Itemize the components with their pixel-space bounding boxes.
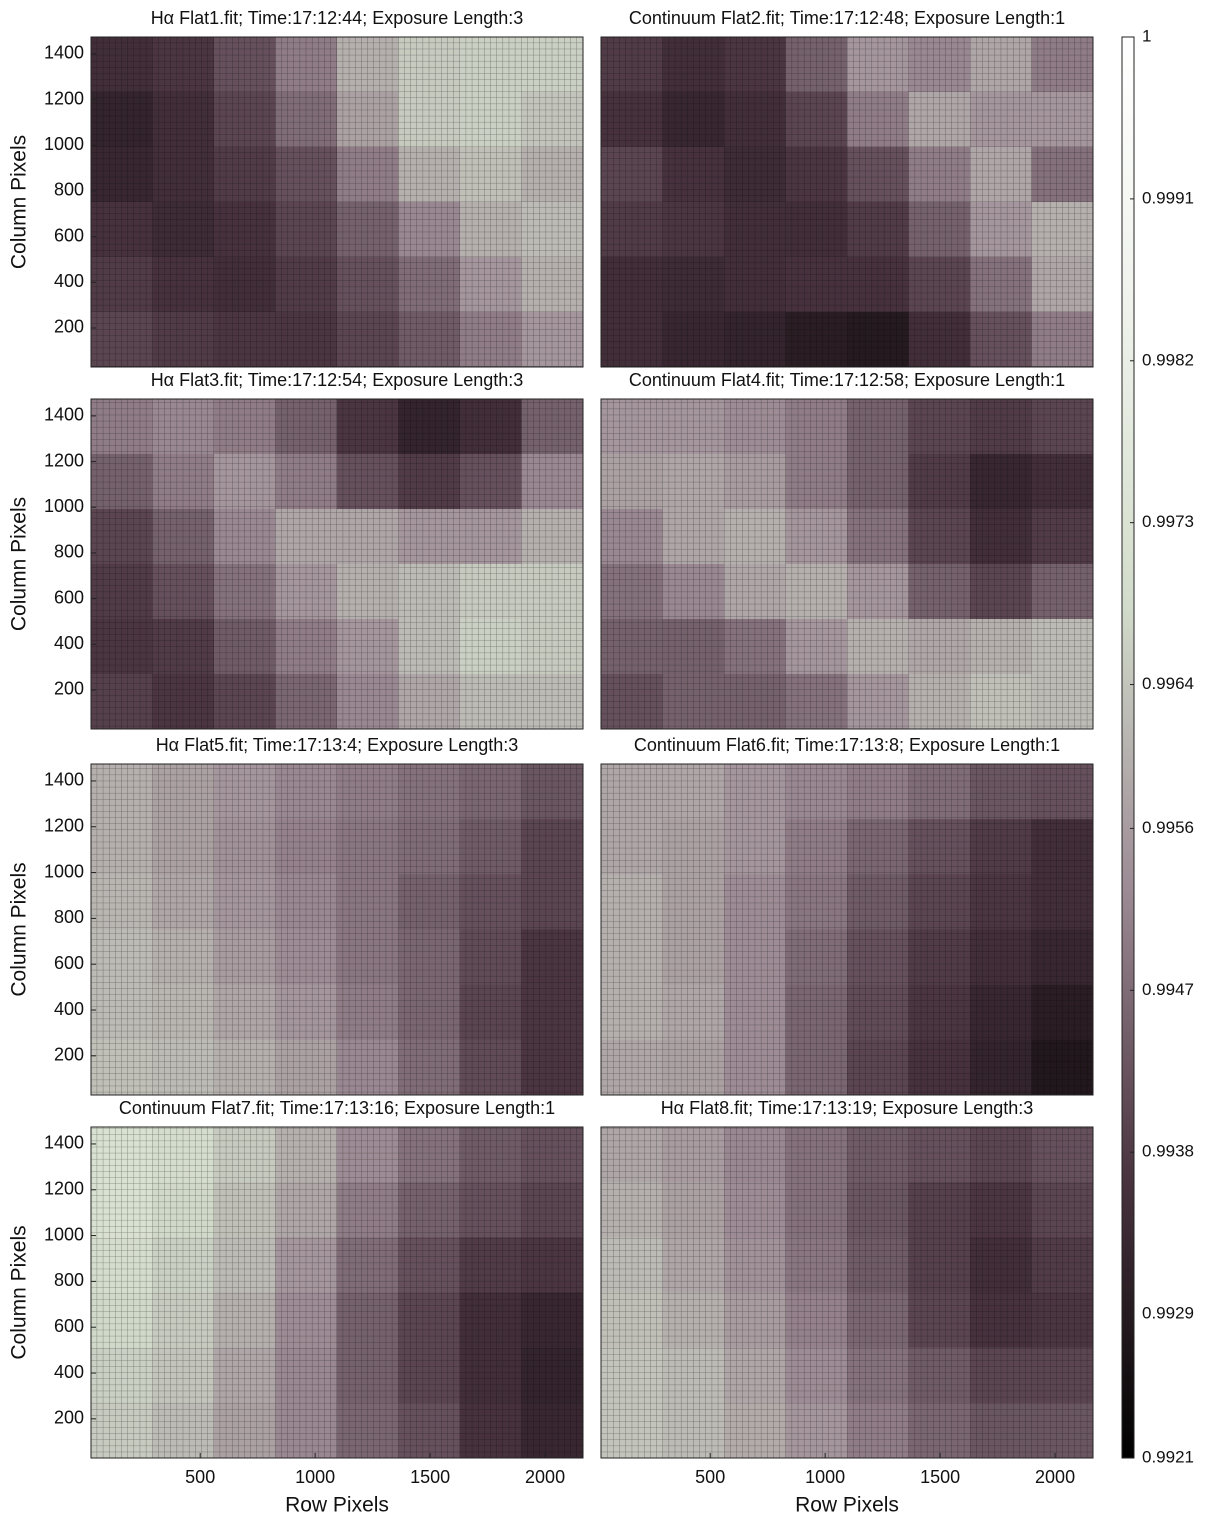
colorbar-tick-label: 0.9964 [1142,674,1194,693]
colorbar-tick-label: 0.9982 [1142,350,1194,369]
cell-grid [601,1127,1093,1458]
y-axis-label: Column Pixels [8,862,31,996]
y-tick-label: 200 [54,317,84,337]
x-axis-label: Row Pixels [285,1494,389,1517]
y-tick-label: 800 [54,1270,84,1290]
y-tick-label: 400 [54,1362,84,1382]
colorbar-tick-label: 0.9973 [1142,512,1194,531]
y-tick-label: 1000 [44,496,84,516]
x-tick-label: 500 [695,1467,725,1487]
x-axis-label: Row Pixels [795,1494,899,1517]
y-tick-label: 1200 [44,450,84,470]
y-tick-label: 1000 [44,861,84,881]
cell-grid [91,37,583,367]
y-tick-label: 1000 [44,1224,84,1244]
panel-title: Hα Flat5.fit; Time:17:13:4; Exposure Len… [156,735,519,755]
x-tick-label: 2000 [1035,1467,1075,1487]
y-tick-label: 800 [54,180,84,200]
x-tick-label: 2000 [525,1467,565,1487]
y-tick-label: 1000 [44,134,84,154]
cell-grid [601,399,1093,729]
colorbar-tick-label: 0.9947 [1142,980,1194,999]
cell-grid [601,37,1093,367]
panel-title: Hα Flat3.fit; Time:17:12:54; Exposure Le… [151,370,524,390]
y-tick-label: 600 [54,1316,84,1336]
y-axis-label: Column Pixels [8,135,31,269]
y-tick-label: 200 [54,679,84,699]
y-tick-label: 200 [54,1045,84,1065]
colorbar [1122,37,1134,1458]
cell-grid [91,764,583,1095]
panel-title: Continuum Flat4.fit; Time:17:12:58; Expo… [629,370,1065,390]
y-tick-label: 1400 [44,1133,84,1153]
panel-title: Hα Flat1.fit; Time:17:12:44; Exposure Le… [151,8,524,28]
colorbar-tick-label: 1 [1142,26,1151,45]
figure: Hα Flat1.fit; Time:17:12:44; Exposure Le… [0,0,1210,1519]
colorbar-tick-label: 0.9929 [1142,1304,1194,1323]
cell-grid [91,1127,583,1458]
y-tick-label: 400 [54,271,84,291]
cell-grid [601,764,1093,1095]
panel-title: Continuum Flat7.fit; Time:17:13:16; Expo… [119,1098,555,1118]
panel-title: Hα Flat8.fit; Time:17:13:19; Exposure Le… [661,1098,1034,1118]
y-tick-label: 400 [54,633,84,653]
x-tick-label: 1000 [805,1467,845,1487]
y-axis-label: Column Pixels [8,497,31,631]
y-axis-label: Column Pixels [8,1225,31,1359]
y-tick-label: 1200 [44,88,84,108]
colorbar-tick-label: 0.9956 [1142,818,1194,837]
colorbar-tick-label: 0.9938 [1142,1142,1194,1161]
colorbar-tick-label: 0.9921 [1142,1447,1194,1466]
panel-title: Continuum Flat2.fit; Time:17:12:48; Expo… [629,8,1065,28]
y-tick-label: 200 [54,1408,84,1428]
y-tick-label: 1200 [44,1179,84,1199]
y-tick-label: 600 [54,587,84,607]
colorbar-tick-label: 0.9991 [1142,188,1194,207]
y-tick-label: 1400 [44,405,84,425]
y-tick-label: 1400 [44,770,84,790]
y-tick-label: 600 [54,953,84,973]
x-tick-label: 1500 [410,1467,450,1487]
y-tick-label: 800 [54,907,84,927]
x-tick-label: 1500 [920,1467,960,1487]
y-tick-label: 800 [54,542,84,562]
x-tick-label: 1000 [295,1467,335,1487]
panel-title: Continuum Flat6.fit; Time:17:13:8; Expos… [634,735,1060,755]
y-tick-label: 400 [54,999,84,1019]
y-tick-label: 600 [54,225,84,245]
cell-grid [91,399,583,729]
y-tick-label: 1400 [44,43,84,63]
x-tick-label: 500 [185,1467,215,1487]
y-tick-label: 1200 [44,816,84,836]
